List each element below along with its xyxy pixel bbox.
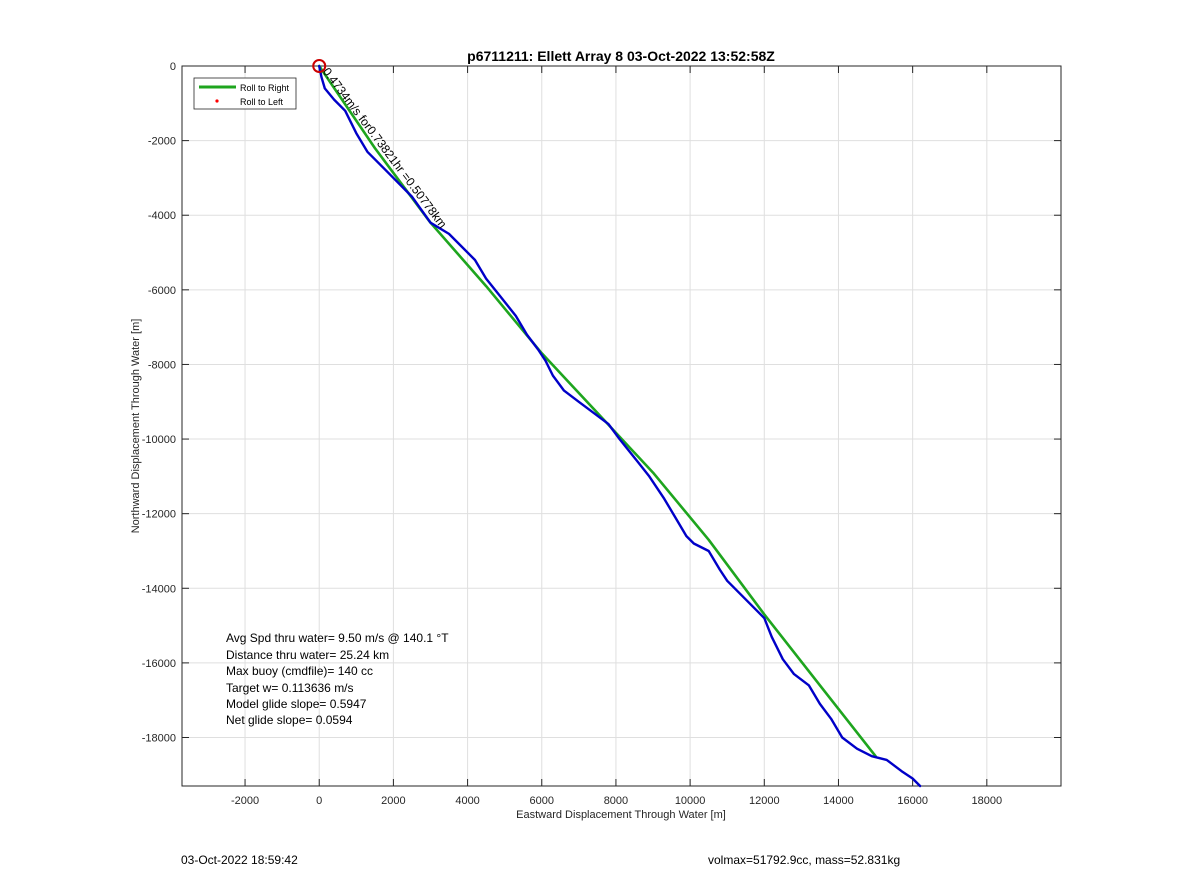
x-tick-label: 16000	[897, 795, 928, 807]
y-tick-label: -10000	[142, 434, 176, 446]
y-tick-label: -16000	[142, 658, 176, 670]
stats-model-glide: Model glide slope= 0.5947	[226, 697, 367, 711]
legend-swatch-roll-left	[215, 99, 219, 103]
y-tick-label: -12000	[142, 509, 176, 521]
x-tick-label: 2000	[381, 795, 405, 807]
y-axis-label: Northward Displacement Through Water [m]	[130, 319, 142, 534]
y-tick-label: -8000	[148, 359, 176, 371]
x-tick-label: 0	[316, 795, 322, 807]
y-tick-label: -14000	[142, 583, 176, 595]
x-tick-label: 4000	[455, 795, 479, 807]
footer-vol-mass: volmax=51792.9cc, mass=52.831kg	[708, 853, 901, 867]
stats-net-glide: Net glide slope= 0.0594	[226, 713, 353, 727]
y-tick-label: 0	[170, 61, 176, 73]
footer-timestamp: 03-Oct-2022 18:59:42	[181, 853, 298, 867]
stats-avg-speed: Avg Spd thru water= 9.50 m/s @ 140.1 °T	[226, 631, 449, 645]
stats-target-w: Target w= 0.113636 m/s	[226, 681, 354, 695]
grid-lines	[182, 65, 1061, 786]
stats-block: Avg Spd thru water= 9.50 m/s @ 140.1 °T …	[226, 631, 449, 727]
y-tick-label: -4000	[148, 210, 176, 222]
stats-distance: Distance thru water= 25.24 km	[226, 648, 389, 662]
y-tick-label: -18000	[142, 733, 176, 745]
x-tick-label: 8000	[604, 795, 628, 807]
axis-ticks	[182, 65, 1061, 786]
x-tick-label: 18000	[972, 795, 1003, 807]
x-tick-label: 10000	[675, 795, 706, 807]
legend: Roll to Right Roll to Left	[193, 77, 297, 110]
x-tick-label: 14000	[823, 795, 854, 807]
legend-entry-roll-right: Roll to Right	[240, 83, 290, 93]
chart-title: p6711211: Ellett Array 8 03-Oct-2022 13:…	[467, 48, 775, 64]
y-tick-label: -6000	[148, 285, 176, 297]
x-axis-label: Eastward Displacement Through Water [m]	[516, 809, 726, 821]
x-tick-label: 6000	[530, 795, 554, 807]
x-axis: -2000 0 2000 4000 6000 8000 10000 12000 14000 160…	[231, 795, 1002, 807]
legend-entry-roll-left: Roll to Left	[240, 97, 284, 107]
segment-annotation: 0.4734m/s for0.73821hr =0.50778km	[320, 65, 450, 231]
legend-box	[193, 77, 297, 110]
y-tick-label: -2000	[148, 136, 176, 148]
stats-max-buoy: Max buoy (cmdfile)= 140 cc	[226, 664, 373, 678]
plot-area	[181, 65, 1062, 787]
x-tick-label: 12000	[749, 795, 780, 807]
x-tick-label: -2000	[231, 795, 259, 807]
y-axis: 0 -2000 -4000 -6000 -8000 -10000 -12000 -14000 -…	[142, 61, 176, 745]
series-layer	[312, 59, 922, 788]
series-line-track	[318, 64, 922, 788]
start-marker	[312, 59, 327, 73]
